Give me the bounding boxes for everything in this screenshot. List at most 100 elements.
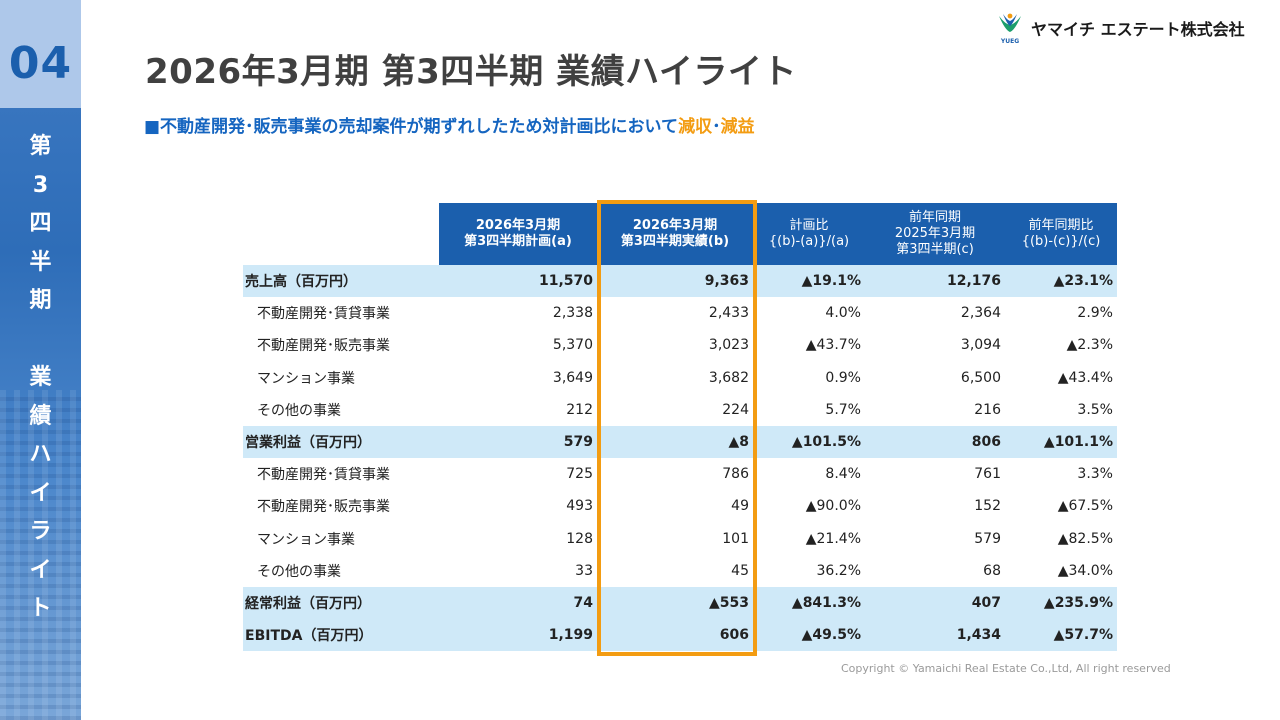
table-cell: 45 xyxy=(731,562,749,579)
row-label: 不動産開発･販売事業 xyxy=(257,338,390,355)
table-cell: 3.5% xyxy=(1077,401,1113,418)
vertical-char: 績 xyxy=(29,403,52,429)
table-cell: 2.9% xyxy=(1077,305,1113,322)
table-cell: 36.2% xyxy=(816,562,861,579)
table-cell: 68 xyxy=(983,562,1001,579)
table-cell: 1,434 xyxy=(865,619,1005,652)
row-label: 売上高（百万円） xyxy=(243,265,439,298)
section-number: 04 xyxy=(8,38,73,89)
table-row: マンション事業 128 101 ▲21.4% 579 ▲82.5% xyxy=(243,523,1117,555)
row-label: EBITDA（百万円） xyxy=(243,619,439,652)
table-cell: ▲34.0% xyxy=(1057,562,1113,579)
table-cell: 3,094 xyxy=(960,337,1001,354)
table-cell: 606 xyxy=(597,619,753,652)
page-title: 2026年3月期 第3四半期 業績ハイライト xyxy=(145,52,797,92)
subtitle-highlight-revenue: 減収 xyxy=(678,117,713,137)
company-name: ヤマイチ エステート株式会社 xyxy=(1031,20,1245,39)
city-background-image xyxy=(0,390,81,720)
row-label: その他の事業 xyxy=(257,563,341,580)
table-cell: 3,682 xyxy=(708,369,749,386)
table-cell: ▲23.1% xyxy=(1005,265,1117,298)
logo-mark-text: YUEG xyxy=(1000,38,1019,45)
table-cell: 128 xyxy=(566,530,593,547)
subtitle-highlight-profit: 減益 xyxy=(720,117,755,137)
vertical-char: ト xyxy=(29,596,52,621)
page-subtitle: ■不動産開発･販売事業の売却案件が期ずれしたため対計画比において減収･減益 xyxy=(144,112,755,137)
vertical-char: 半 xyxy=(29,249,52,275)
table-cell: ▲57.7% xyxy=(1005,619,1117,652)
table-cell: 579 xyxy=(439,425,597,459)
table-cell: 8.4% xyxy=(825,466,861,483)
vertical-char: 第 xyxy=(29,134,52,159)
table-row: 不動産開発･賃貸事業 725 786 8.4% 761 3.3% xyxy=(243,458,1117,490)
vertical-char: 3 xyxy=(32,172,49,198)
table-cell: 6,500 xyxy=(960,369,1001,386)
table-cell: ▲8 xyxy=(597,425,753,459)
table-cell: ▲841.3% xyxy=(753,586,865,620)
vertical-char: ラ xyxy=(29,519,52,544)
table-row: 営業利益（百万円） 579 ▲8 ▲101.5% 806 ▲101.1% xyxy=(243,425,1117,459)
row-label: その他の事業 xyxy=(257,402,341,419)
table-cell: ▲235.9% xyxy=(1005,586,1117,620)
table-row: 経常利益（百万円） 74 ▲553 ▲841.3% 407 ▲235.9% xyxy=(243,586,1117,620)
table-cell: ▲19.1% xyxy=(753,265,865,298)
table-cell: 761 xyxy=(974,466,1001,483)
table-row: EBITDA（百万円） 1,199 606 ▲49.5% 1,434 ▲57.7% xyxy=(243,619,1117,652)
table-cell: 224 xyxy=(722,401,749,418)
table-cell: 5,370 xyxy=(552,337,593,354)
table-row: 不動産開発･販売事業 5,370 3,023 ▲43.7% 3,094 ▲2.3% xyxy=(243,329,1117,361)
table-row: 不動産開発･賃貸事業 2,338 2,433 4.0% 2,364 2.9% xyxy=(243,297,1117,329)
table-cell: ▲43.7% xyxy=(805,337,861,354)
subtitle-lead: ■不動産開発･販売事業の売却案件が期ずれしたため対計画比において xyxy=(144,117,679,137)
vertical-char: 四 xyxy=(29,211,52,236)
row-label: 経常利益（百万円） xyxy=(243,586,439,620)
table-cell: ▲90.0% xyxy=(805,498,861,515)
table-cell: 5.7% xyxy=(825,401,861,418)
table-row: 売上高（百万円） 11,570 9,363 ▲19.1% 12,176 ▲23.1% xyxy=(243,265,1117,298)
table-cell: 806 xyxy=(865,425,1005,459)
row-label: マンション事業 xyxy=(257,531,355,548)
table-cell: ▲101.1% xyxy=(1005,425,1117,459)
subtitle-separator: ･ xyxy=(712,117,721,137)
table-cell: 101 xyxy=(722,530,749,547)
table-cell: 212 xyxy=(566,401,593,418)
table-cell: 152 xyxy=(974,498,1001,515)
table-row: その他の事業 33 45 36.2% 68 ▲34.0% xyxy=(243,555,1117,587)
section-vertical-label: 第 3 四半期業績ハイライト xyxy=(0,128,81,629)
table-cell: 4.0% xyxy=(825,305,861,322)
table-cell: 2,364 xyxy=(960,305,1001,322)
table-cell: 2,338 xyxy=(552,305,593,322)
row-label: 営業利益（百万円） xyxy=(243,425,439,459)
row-label: マンション事業 xyxy=(257,370,355,387)
vertical-gap xyxy=(0,321,81,360)
table-cell: 49 xyxy=(731,498,749,515)
table-cell: 0.9% xyxy=(825,369,861,386)
table-cell: 579 xyxy=(974,530,1001,547)
copyright-notice: Copyright © Yamaichi Real Estate Co.,Ltd… xyxy=(841,662,1171,675)
vertical-char: イ xyxy=(29,557,52,583)
table-cell: ▲101.5% xyxy=(753,425,865,459)
header-vs-plan: 計画比 {(b)-(a)}/(a) xyxy=(753,203,865,265)
table-cell: 12,176 xyxy=(865,265,1005,298)
section-number-box xyxy=(0,0,81,108)
row-label: 不動産開発･賃貸事業 xyxy=(257,306,390,323)
table-cell: 216 xyxy=(974,401,1001,418)
table-row: マンション事業 3,649 3,682 0.9% 6,500 ▲43.4% xyxy=(243,362,1117,394)
table-cell: 3,649 xyxy=(552,369,593,386)
section-sidebar: 04 第 3 四半期業績ハイライト xyxy=(0,0,81,720)
table-header-row: 2026年3月期 第3四半期計画(a) 2026年3月期 第3四半期実績(b) 計画… xyxy=(243,203,1117,265)
results-table: 2026年3月期 第3四半期計画(a) 2026年3月期 第3四半期実績(b) 計画… xyxy=(243,203,1117,652)
row-label: 不動産開発･販売事業 xyxy=(257,499,390,516)
table-cell: 786 xyxy=(722,466,749,483)
header-actual: 2026年3月期 第3四半期実績(b) xyxy=(597,203,753,265)
header-blank-cell xyxy=(243,203,439,265)
table-row: その他の事業 212 224 5.7% 216 3.5% xyxy=(243,394,1117,426)
table-cell: 11,570 xyxy=(439,265,597,298)
header-vs-prior-year: 前年同期比 {(b)-(c)}/(c) xyxy=(1005,203,1117,265)
table-cell: 493 xyxy=(566,498,593,515)
vertical-char: 期 xyxy=(29,288,52,313)
table-cell: 725 xyxy=(566,466,593,483)
table-cell: 33 xyxy=(575,562,593,579)
header-plan: 2026年3月期 第3四半期計画(a) xyxy=(439,203,597,265)
table-cell: 9,363 xyxy=(597,265,753,298)
